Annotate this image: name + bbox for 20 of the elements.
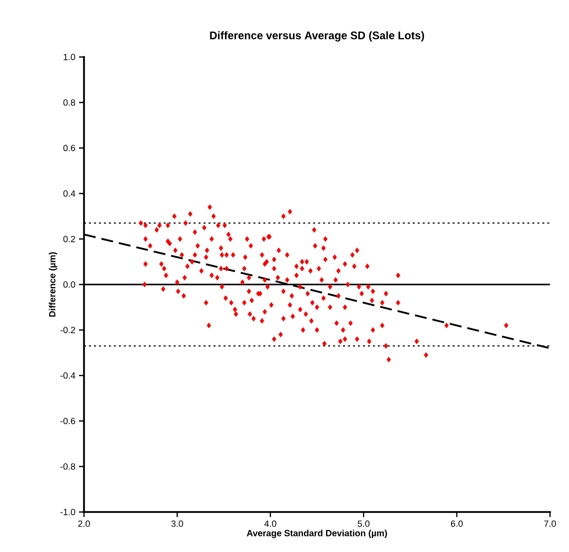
x-tick-label: 4.0 <box>264 520 276 527</box>
y-tick-label: -1.0 <box>60 508 76 516</box>
x-axis-title: Average Standard Deviation (µm) <box>246 530 387 538</box>
chart-title: Difference versus Average SD (Sale Lots) <box>210 31 424 42</box>
x-tick-label: 7.0 <box>544 520 556 527</box>
x-tick-label: 3.0 <box>171 520 184 527</box>
y-tick-label: -0.2 <box>60 326 76 334</box>
y-tick-label: 1.0 <box>64 54 76 60</box>
y-axis-title: Difference (µm) <box>48 252 58 317</box>
y-tick-label: -0.8 <box>60 463 76 470</box>
y-tick-label: 0.2 <box>63 236 76 242</box>
x-tick-label: 2.0 <box>78 520 90 527</box>
y-tick-label: 0.4 <box>63 190 76 197</box>
y-tick-label: 0.0 <box>63 281 76 288</box>
x-tick-label: 6.0 <box>451 520 463 527</box>
y-tick-label: 0.8 <box>63 99 76 106</box>
y-tick-label: -0.6 <box>60 418 76 424</box>
y-tick-label: -0.4 <box>60 372 76 379</box>
y-tick-label: 0.6 <box>63 144 76 152</box>
x-tick-label: 5.0 <box>358 520 370 527</box>
